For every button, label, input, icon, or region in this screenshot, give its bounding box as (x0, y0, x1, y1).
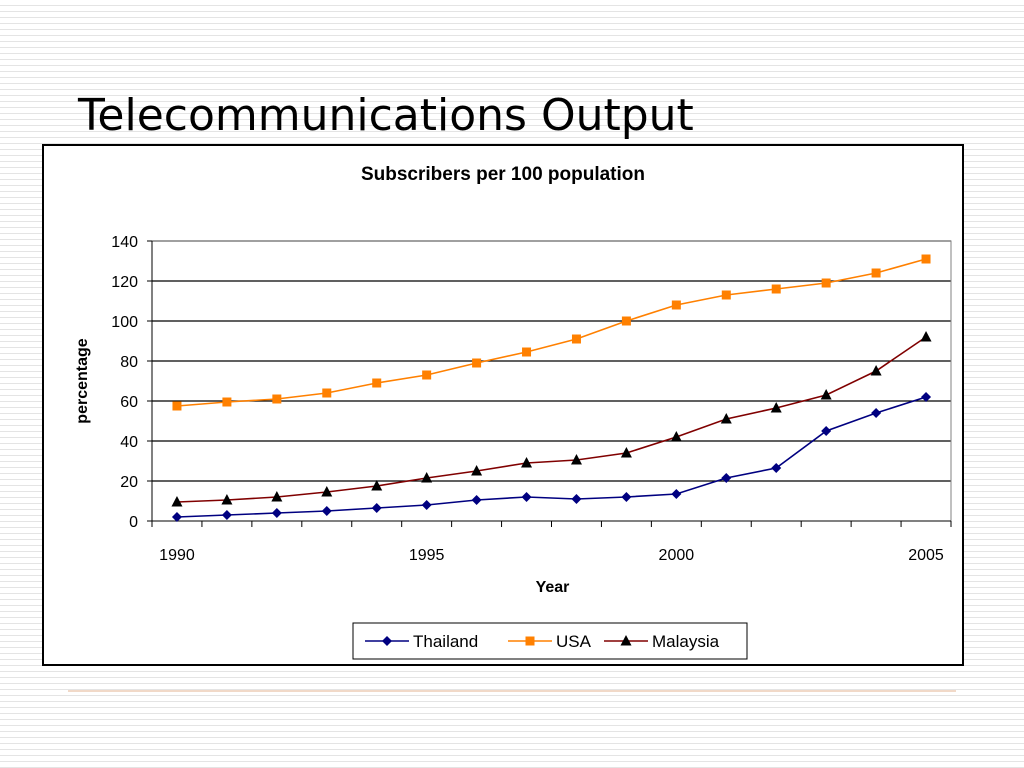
x-axis-label: Year (536, 579, 570, 596)
series-line-usa (176, 258, 927, 407)
chart-frame: Subscribers per 100 population 0 20 40 60 80… (42, 144, 964, 666)
point-usa-1994 (372, 378, 382, 388)
point-malaysia-1997 (521, 457, 533, 468)
point-thailand-1992 (271, 508, 282, 518)
point-usa-2002 (771, 284, 781, 294)
plot-area (151, 240, 952, 522)
point-usa-2000 (671, 300, 681, 310)
point-thailand-1998 (571, 494, 582, 504)
point-usa-1992 (272, 394, 282, 404)
y-tick-label-20: 20 (120, 474, 138, 491)
axes: 0 20 40 60 80 100 120 140 1990 1995 2000 2005 (111, 234, 952, 564)
legend-marker-malaysia (620, 635, 632, 646)
point-thailand-1993 (321, 506, 332, 516)
series-line-malaysia (176, 336, 927, 503)
point-thailand-2004 (871, 408, 882, 418)
point-usa-1999 (621, 316, 631, 326)
point-malaysia-2005 (920, 331, 932, 342)
legend-label-thailand: Thailand (413, 632, 478, 651)
footer-divider (68, 690, 956, 692)
point-thailand-2005 (921, 392, 932, 402)
x-tick-label-2005: 2005 (908, 547, 944, 564)
series-thailand (171, 392, 932, 522)
point-malaysia-2000 (670, 431, 682, 442)
legend-label-malaysia: Malaysia (652, 632, 720, 651)
y-tick-label-140: 140 (111, 234, 138, 251)
y-tick-label-0: 0 (129, 514, 138, 531)
point-usa-1990 (172, 401, 182, 411)
point-usa-2005 (921, 254, 931, 264)
point-thailand-1990 (171, 512, 182, 522)
point-malaysia-2003 (820, 389, 832, 400)
point-malaysia-1993 (321, 486, 333, 497)
y-tick-label-120: 120 (111, 274, 138, 291)
point-usa-2004 (871, 268, 881, 278)
point-malaysia-1994 (371, 480, 383, 491)
point-thailand-1994 (371, 503, 382, 513)
point-malaysia-2002 (770, 402, 782, 413)
point-thailand-2002 (771, 463, 782, 473)
point-malaysia-2004 (870, 365, 882, 376)
series-malaysia (171, 331, 932, 507)
chart-title: Subscribers per 100 population (361, 164, 645, 185)
legend-label-usa: USA (556, 632, 592, 651)
point-usa-1995 (422, 370, 432, 380)
point-thailand-2003 (821, 426, 832, 436)
legend-marker-thailand (382, 636, 392, 646)
y-axis-label: percentage (74, 338, 91, 423)
legend-item-usa: USA (508, 632, 592, 651)
series-layer (171, 254, 932, 522)
chart: Subscribers per 100 population 0 20 40 60 80… (74, 164, 952, 660)
y-tick-label-40: 40 (120, 434, 138, 451)
point-thailand-1996 (471, 495, 482, 505)
point-malaysia-1991 (221, 494, 233, 505)
point-thailand-2001 (721, 473, 732, 483)
x-tick-label-2000: 2000 (659, 547, 695, 564)
point-malaysia-1995 (421, 472, 433, 483)
point-malaysia-1996 (471, 465, 483, 476)
gridlines (152, 240, 951, 482)
slide-title: Telecommunications Output (78, 90, 694, 141)
legend-item-malaysia: Malaysia (604, 632, 720, 651)
x-tick-label-1990: 1990 (159, 547, 195, 564)
point-usa-1991 (222, 397, 232, 407)
y-tick-label-100: 100 (111, 314, 138, 331)
legend-item-thailand: Thailand (365, 632, 478, 651)
point-usa-1993 (322, 388, 332, 398)
point-thailand-1997 (521, 492, 532, 502)
y-tick-label-60: 60 (120, 394, 138, 411)
legend-marker-usa (525, 636, 535, 646)
point-malaysia-1990 (171, 496, 183, 507)
point-malaysia-1992 (271, 491, 283, 502)
point-usa-1996 (472, 358, 482, 368)
point-malaysia-1999 (620, 447, 632, 458)
point-thailand-1999 (621, 492, 632, 502)
point-usa-1998 (571, 334, 581, 344)
y-tick-label-80: 80 (120, 354, 138, 371)
series-line-thailand (176, 396, 927, 518)
point-malaysia-1998 (570, 454, 582, 465)
point-thailand-2000 (671, 489, 682, 499)
series-usa (172, 254, 931, 411)
point-thailand-1995 (421, 500, 432, 510)
point-usa-1997 (522, 347, 532, 357)
point-thailand-1991 (221, 510, 232, 520)
x-tick-label-1995: 1995 (409, 547, 445, 564)
legend: Thailand USA Malaysia (352, 622, 748, 660)
point-usa-2001 (721, 290, 731, 300)
point-malaysia-2001 (720, 413, 732, 424)
point-usa-2003 (821, 278, 831, 288)
